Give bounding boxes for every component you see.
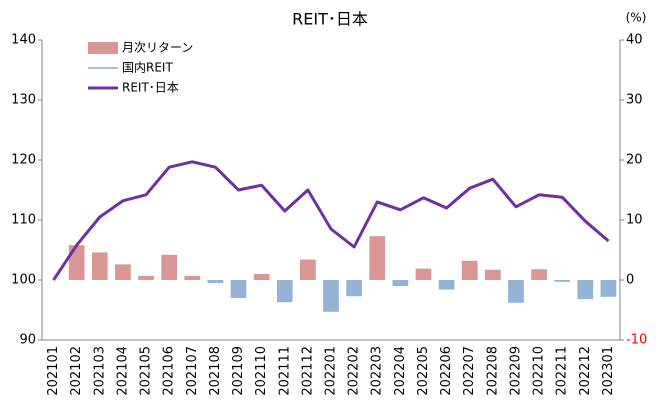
x-tick-label: 202110 bbox=[254, 346, 269, 396]
legend-swatch bbox=[88, 42, 118, 54]
x-tick-label: 202107 bbox=[185, 346, 200, 396]
bar bbox=[554, 280, 571, 282]
bar bbox=[415, 268, 432, 280]
x-tick-label: 202209 bbox=[508, 346, 523, 396]
bar bbox=[323, 280, 339, 312]
bar bbox=[184, 275, 201, 280]
bar bbox=[138, 275, 154, 280]
legend-label: 国内REIT bbox=[122, 61, 173, 75]
bar bbox=[484, 269, 501, 280]
y-tick-label: 140 bbox=[11, 33, 36, 48]
bar bbox=[253, 274, 270, 280]
bar bbox=[115, 264, 131, 280]
x-tick-label: 202202 bbox=[347, 346, 362, 396]
y2-tick-label: 10 bbox=[626, 213, 643, 228]
bar bbox=[369, 236, 386, 280]
legend-label: 月次リターン bbox=[122, 41, 193, 55]
x-tick-label: 202301 bbox=[601, 346, 616, 396]
legend-label: REIT･日本 bbox=[122, 81, 179, 95]
y-tick-label: 90 bbox=[19, 333, 36, 348]
x-tick-label: 202208 bbox=[485, 346, 500, 396]
x-tick-label: 202111 bbox=[277, 346, 292, 396]
x-tick-label: 202103 bbox=[92, 346, 107, 396]
x-tick-label: 202203 bbox=[370, 346, 385, 396]
y-tick-label: 120 bbox=[11, 153, 36, 168]
y2-tick-label: -10 bbox=[626, 333, 647, 348]
y2-unit: (%) bbox=[626, 11, 647, 25]
x-tick-label: 202205 bbox=[416, 346, 431, 396]
x-tick-label: 202108 bbox=[208, 346, 223, 396]
x-tick-label: 202206 bbox=[439, 346, 454, 396]
bar bbox=[300, 259, 316, 280]
bar bbox=[461, 260, 478, 280]
bar bbox=[577, 280, 594, 300]
x-tick-label: 202210 bbox=[532, 346, 547, 396]
x-tick-label: 202207 bbox=[462, 346, 477, 396]
line bbox=[52, 160, 610, 281]
bar bbox=[276, 280, 293, 303]
x-tick-label: 202204 bbox=[393, 346, 408, 396]
bar bbox=[600, 280, 617, 297]
y-tick-label: 130 bbox=[11, 93, 36, 108]
bar bbox=[438, 280, 455, 290]
x-tick-label: 202105 bbox=[139, 346, 154, 396]
bar bbox=[161, 254, 178, 280]
bar bbox=[68, 245, 85, 280]
x-tick-label: 202101 bbox=[46, 346, 61, 396]
x-tick-label: 202211 bbox=[555, 346, 570, 396]
y2-tick-label: 30 bbox=[626, 93, 643, 108]
x-tick-label: 202112 bbox=[300, 346, 315, 396]
x-tick-label: 202212 bbox=[578, 346, 593, 396]
chart-title: REIT･日本 bbox=[292, 10, 368, 29]
bar bbox=[91, 252, 108, 280]
bar bbox=[230, 280, 247, 298]
bar bbox=[531, 269, 547, 280]
bar bbox=[207, 280, 224, 283]
bar bbox=[346, 280, 362, 297]
x-tick-label: 202104 bbox=[115, 346, 130, 396]
x-tick-label: 202109 bbox=[231, 346, 246, 396]
y2-tick-label: 40 bbox=[626, 33, 643, 48]
bar bbox=[392, 280, 409, 286]
y2-tick-label: 0 bbox=[626, 273, 634, 288]
x-tick-label: 202106 bbox=[162, 346, 177, 396]
x-tick-label: 202102 bbox=[69, 346, 84, 396]
bar bbox=[508, 280, 524, 303]
x-tick-label: 202201 bbox=[324, 346, 339, 396]
y-tick-label: 110 bbox=[11, 213, 36, 228]
y-tick-label: 100 bbox=[11, 273, 36, 288]
y2-tick-label: 20 bbox=[626, 153, 643, 168]
